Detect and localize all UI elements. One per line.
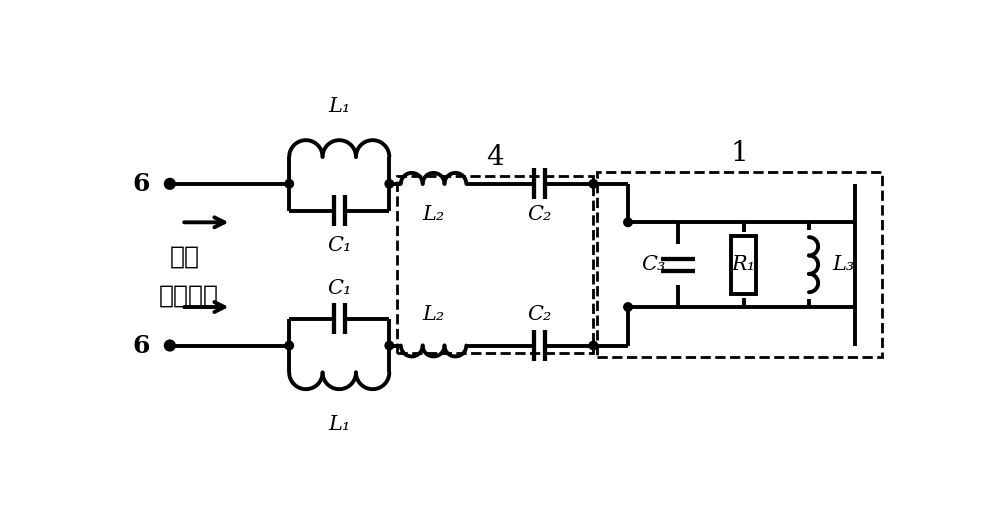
- Text: C₁: C₁: [327, 279, 351, 298]
- Text: L₂: L₂: [422, 305, 445, 324]
- Circle shape: [285, 180, 293, 188]
- Text: 4: 4: [486, 143, 504, 171]
- Circle shape: [589, 180, 598, 188]
- Text: 输入: 输入: [170, 245, 200, 269]
- Text: L₁: L₁: [328, 97, 350, 116]
- Text: 6: 6: [132, 172, 149, 196]
- Text: L₃: L₃: [832, 255, 854, 274]
- Circle shape: [385, 341, 394, 350]
- Bar: [597, 172, 882, 357]
- Bar: [397, 176, 593, 353]
- Circle shape: [624, 303, 632, 311]
- Text: C₃: C₃: [641, 255, 666, 274]
- Text: 1: 1: [731, 140, 749, 167]
- Text: L₁: L₁: [328, 415, 350, 434]
- Bar: [731, 236, 756, 294]
- Circle shape: [624, 218, 632, 226]
- Circle shape: [164, 340, 175, 351]
- Text: C₂: C₂: [527, 205, 552, 224]
- Text: C₂: C₂: [527, 305, 552, 324]
- Circle shape: [164, 178, 175, 189]
- Text: R₁: R₁: [731, 255, 756, 274]
- Text: 差分信号: 差分信号: [158, 283, 218, 308]
- Circle shape: [285, 341, 293, 350]
- Text: C₁: C₁: [327, 236, 351, 255]
- Text: L₂: L₂: [422, 205, 445, 224]
- Text: 6: 6: [132, 334, 149, 357]
- Circle shape: [589, 341, 598, 350]
- Circle shape: [385, 180, 394, 188]
